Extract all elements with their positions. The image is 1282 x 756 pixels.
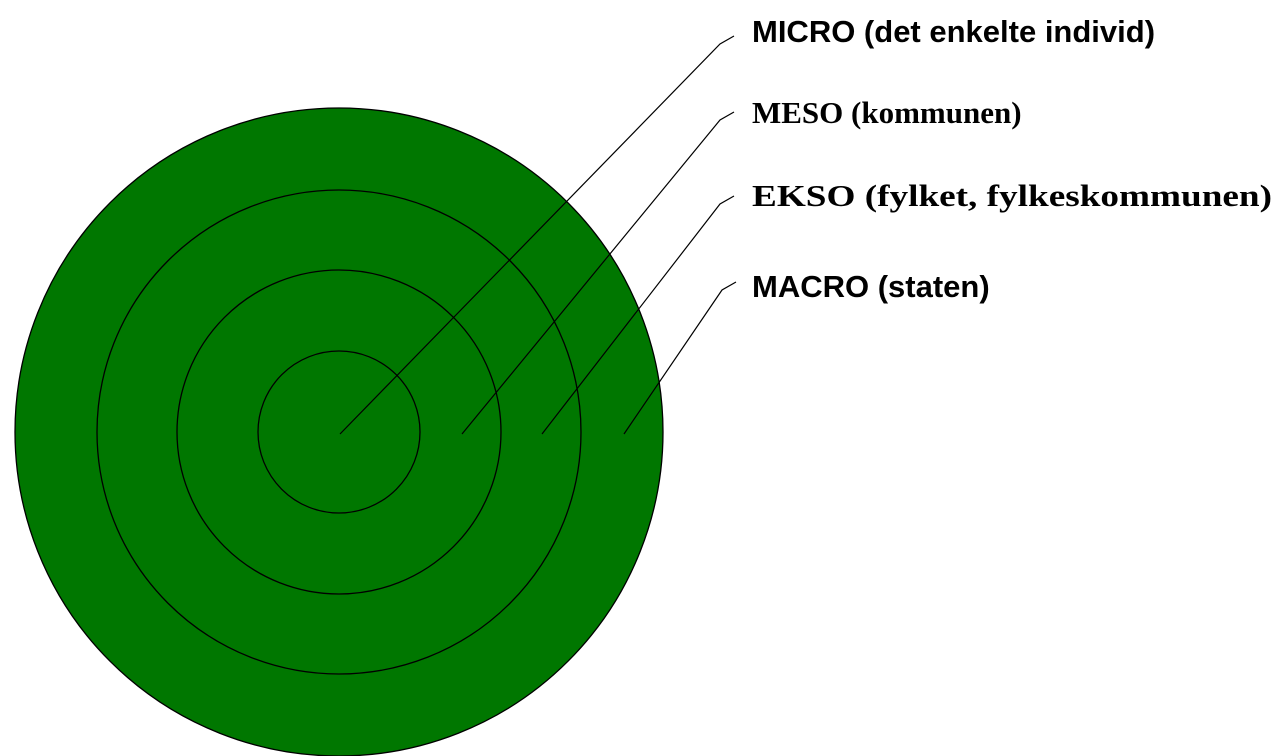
micro-ring xyxy=(257,350,421,514)
meso-label: MESO (kommunen) xyxy=(752,95,1022,130)
ekso-label: EKSO (fylket, fylkeskommunen) xyxy=(752,178,1272,213)
macro-label: MACRO (staten) xyxy=(752,269,990,304)
ekso-leader-line xyxy=(541,195,735,435)
micro-label: MICRO (det enkelte individ) xyxy=(752,14,1155,49)
macro-leader-line xyxy=(623,281,737,435)
meso-leader-line xyxy=(461,111,735,435)
micro-leader-line xyxy=(339,35,735,435)
